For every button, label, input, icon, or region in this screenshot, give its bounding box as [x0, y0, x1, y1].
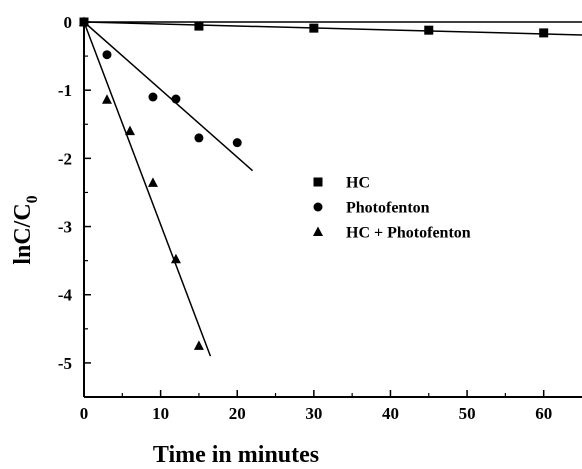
x-tick-label: 60 — [535, 404, 552, 423]
y-tick-label: -2 — [58, 149, 72, 168]
y-axis-ticks: 0 -1 -2 -3 -4 -5 — [58, 13, 91, 398]
y-tick-label: -4 — [58, 286, 73, 305]
y-tick-label: -1 — [58, 81, 72, 100]
x-axis-title: Time in minutes — [153, 442, 319, 468]
x-tick-label: 30 — [305, 404, 322, 423]
legend-marker-circle — [313, 202, 323, 212]
legend-label: Photofenton — [346, 200, 430, 217]
fit-line-circle — [83, 21, 254, 172]
y-axis-title: lnC/C0 — [10, 195, 41, 264]
point-triangle — [79, 16, 89, 26]
y-tick-label: -3 — [58, 218, 72, 237]
point-square — [424, 25, 434, 35]
legend-label: HC — [346, 175, 370, 192]
legend-marker-triangle — [313, 226, 323, 236]
point-circle — [194, 133, 204, 143]
y-tick-label: 0 — [64, 13, 73, 32]
fit-line-square — [83, 21, 582, 36]
legend: HC Photofenton HC + Photofenton — [313, 175, 471, 242]
x-tick-label: 50 — [459, 404, 476, 423]
data-points — [79, 16, 549, 350]
point-square — [194, 21, 204, 31]
fit-line-triangle — [83, 21, 212, 357]
x-tick-label: 40 — [382, 404, 399, 423]
fit-lines — [83, 21, 582, 357]
point-triangle — [124, 125, 135, 136]
point-square — [539, 28, 549, 38]
y-tick-label: -5 — [58, 354, 72, 373]
point-triangle — [147, 177, 158, 187]
point-circle — [232, 138, 242, 148]
plot-frame — [83, 21, 582, 398]
point-triangle — [170, 253, 181, 264]
point-square — [309, 23, 319, 33]
y-axis-title-subscript: 0 — [24, 195, 41, 203]
y-axis-title-main: lnC/C — [10, 203, 36, 264]
point-circle — [171, 94, 181, 104]
x-tick-label: 20 — [229, 404, 246, 423]
legend-marker-square — [313, 177, 323, 187]
point-circle — [102, 50, 112, 60]
x-tick-label: 0 — [80, 404, 89, 423]
point-triangle — [101, 94, 112, 104]
point-triangle — [193, 340, 204, 350]
x-axis-ticks: 0 10 20 30 40 50 60 — [80, 390, 552, 423]
legend-label: HC + Photofenton — [346, 225, 471, 242]
point-circle — [148, 92, 158, 102]
x-tick-label: 10 — [152, 404, 169, 423]
